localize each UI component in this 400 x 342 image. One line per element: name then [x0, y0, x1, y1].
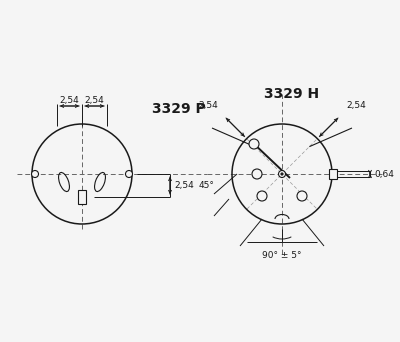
Text: 2,54: 2,54 [174, 181, 194, 190]
Circle shape [249, 139, 259, 149]
Circle shape [297, 191, 307, 201]
Bar [329, 169, 337, 179]
Text: 0,64: 0,64 [374, 170, 394, 179]
Text: 2,54: 2,54 [60, 96, 79, 105]
Circle shape [126, 171, 132, 177]
Circle shape [281, 173, 283, 175]
Circle shape [278, 171, 286, 177]
Text: 90° ± 5°: 90° ± 5° [262, 251, 302, 260]
Text: 3329 H: 3329 H [264, 87, 320, 101]
Circle shape [32, 171, 38, 177]
Text: 45°: 45° [198, 182, 214, 190]
Text: 2,54: 2,54 [198, 101, 218, 110]
Text: 3329 P: 3329 P [152, 102, 206, 116]
Text: 2,54: 2,54 [346, 101, 366, 110]
Circle shape [252, 169, 262, 179]
Circle shape [257, 191, 267, 201]
Bar [78, 190, 86, 204]
Text: 2,54: 2,54 [85, 96, 104, 105]
